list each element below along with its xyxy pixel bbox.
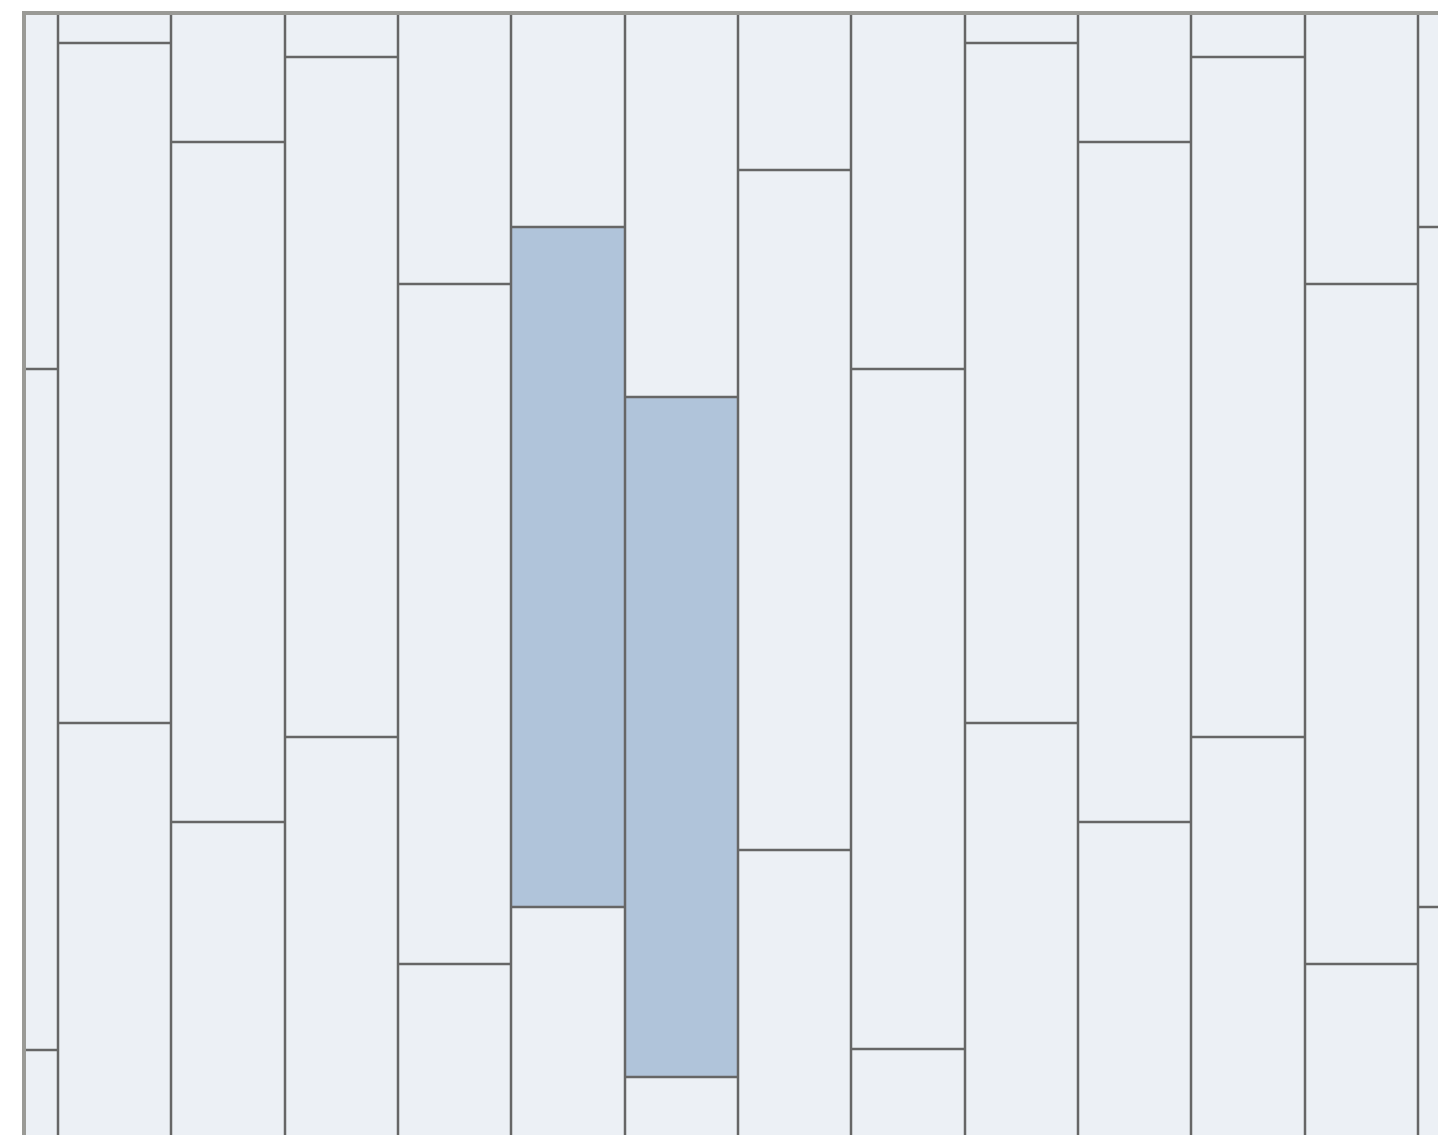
highlighted-plank <box>625 397 738 1077</box>
highlighted-plank <box>511 227 625 907</box>
floor-border <box>22 11 1438 1135</box>
